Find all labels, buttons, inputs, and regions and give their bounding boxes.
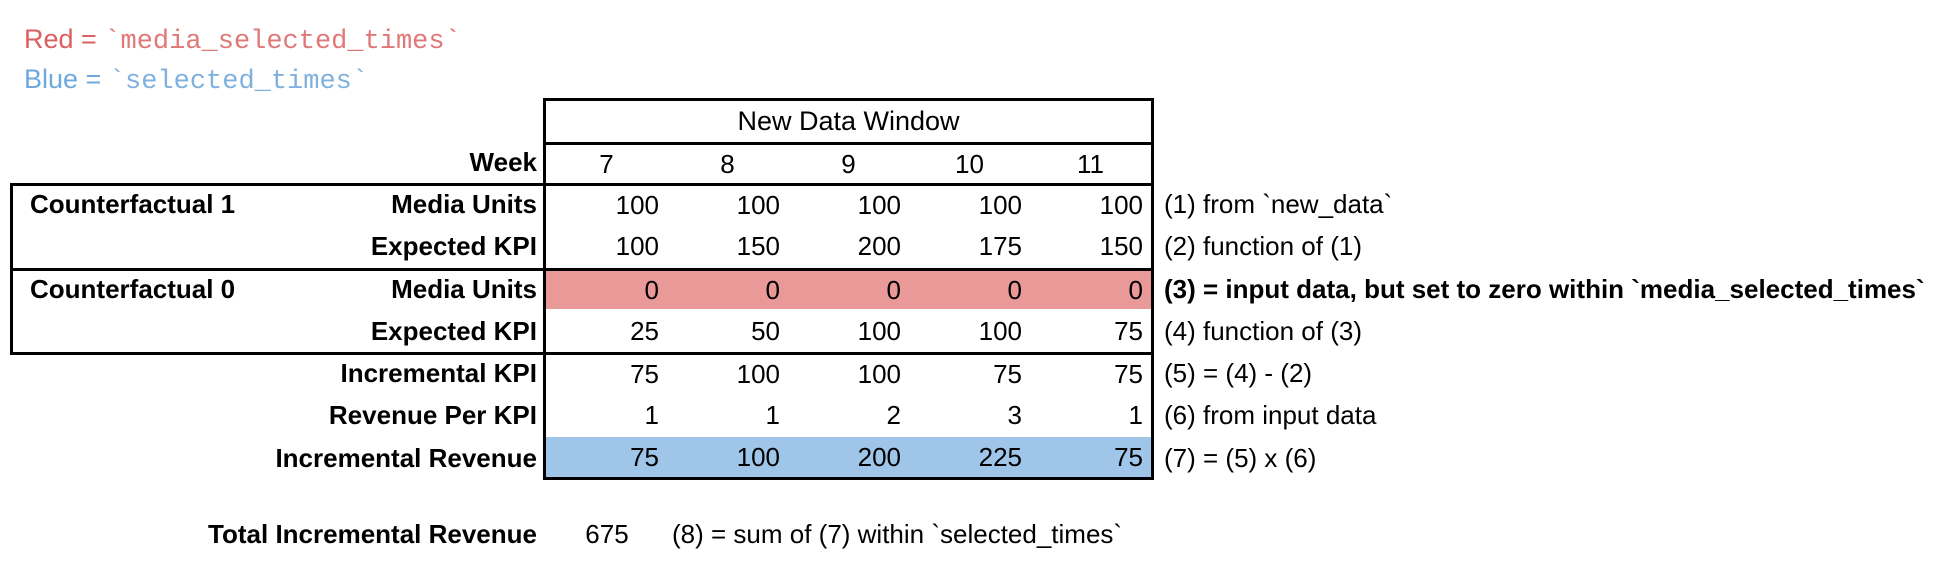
- row-label-incremental-kpi: Incremental KPI: [340, 358, 537, 388]
- cell: 100: [857, 359, 901, 389]
- legend-blue-label: Blue =: [24, 64, 102, 94]
- counterfactual-divider: [543, 268, 1154, 271]
- row-label-revenue-per-kpi: Revenue Per KPI: [328, 400, 537, 430]
- cell: 0: [765, 275, 780, 305]
- cell: 0: [1128, 275, 1143, 305]
- group-label-counterfactual-1: Counterfactual 1: [30, 189, 236, 219]
- cell: 100: [978, 316, 1022, 346]
- row-label-media-units-cf0: Media Units: [391, 274, 537, 304]
- cell: 3: [1007, 400, 1022, 430]
- cell: 200: [857, 231, 901, 261]
- annotation-5: (5) = (4) - (2): [1164, 358, 1313, 388]
- table-row-expected-kpi-cf0: 25 50 100 100 75: [546, 310, 1151, 352]
- cell: 75: [993, 359, 1022, 389]
- total-incremental-revenue-label: Total Incremental Revenue: [208, 519, 537, 549]
- week-header-cell: 10: [955, 149, 984, 179]
- cell: 225: [978, 442, 1022, 472]
- cell: 75: [1114, 316, 1143, 346]
- cell: 0: [644, 275, 659, 305]
- cell: 0: [1007, 275, 1022, 305]
- table-row-media-units-cf0: 0 0 0 0 0: [546, 271, 1151, 309]
- annotation-7: (7) = (5) x (6): [1164, 443, 1317, 473]
- cell: 150: [1099, 231, 1143, 261]
- cell: 100: [736, 442, 780, 472]
- legend-red-code: `media_selected_times`: [104, 27, 461, 57]
- annotation-3: (3) = input data, but set to zero within…: [1164, 274, 1925, 304]
- annotation-2: (2) function of (1): [1164, 231, 1362, 261]
- cell: 100: [1099, 190, 1143, 220]
- cell: 0: [886, 275, 901, 305]
- cell: 100: [857, 316, 901, 346]
- legend-red-label: Red =: [24, 24, 97, 54]
- table-row-incremental-kpi: 75 100 100 75 75: [546, 355, 1151, 394]
- cell: 75: [630, 442, 659, 472]
- new-data-window-header: New Data Window: [737, 106, 960, 136]
- annotation-6: (6) from input data: [1164, 400, 1377, 430]
- total-incremental-revenue-value: 675: [585, 519, 629, 549]
- annotation-1: (1) from `new_data`: [1164, 189, 1393, 219]
- week-row-divider: [543, 183, 1154, 186]
- legend-red-line: Red = `media_selected_times`: [24, 24, 461, 57]
- cell: 75: [1114, 359, 1143, 389]
- cell: 50: [751, 316, 780, 346]
- cell: 100: [736, 190, 780, 220]
- cell: 100: [615, 231, 659, 261]
- table-row-expected-kpi-cf1: 100 150 200 175 150: [546, 225, 1151, 268]
- week-header-cell: 11: [1077, 149, 1104, 179]
- cell: 1: [1128, 400, 1143, 430]
- cell: 200: [857, 442, 901, 472]
- week-header-row: 7 8 9 10 11: [546, 145, 1151, 183]
- table-row-media-units-cf1: 100 100 100 100 100: [546, 186, 1151, 225]
- legend-blue-code: `selected_times`: [108, 67, 369, 97]
- legend-blue-line: Blue = `selected_times`: [24, 64, 368, 97]
- selected-times-highlight: [546, 437, 1151, 477]
- cell: 2: [886, 400, 901, 430]
- cell: 25: [630, 316, 659, 346]
- table-row-revenue-per-kpi: 1 1 2 3 1: [546, 394, 1151, 437]
- cell: 100: [978, 190, 1022, 220]
- cell: 175: [978, 231, 1022, 261]
- cell: 1: [644, 400, 659, 430]
- cell: 75: [1114, 442, 1143, 472]
- cell: 150: [736, 231, 780, 261]
- table-row-incremental-revenue: 75 100 200 225 75: [546, 437, 1151, 477]
- group-label-counterfactual-0: Counterfactual 0: [30, 274, 236, 304]
- row-label-expected-kpi-cf0: Expected KPI: [370, 316, 537, 346]
- annotation-8: (8) = sum of (7) within `selected_times`: [672, 519, 1123, 549]
- week-header-cell: 7: [599, 149, 614, 179]
- cell: 75: [630, 359, 659, 389]
- week-header-cell: 9: [841, 149, 856, 179]
- row-label-incremental-revenue: Incremental Revenue: [275, 443, 537, 473]
- cell: 100: [615, 190, 659, 220]
- annotation-4: (4) function of (3): [1164, 316, 1362, 346]
- week-label: Week: [469, 147, 537, 177]
- counterfactual0-bottom-divider: [543, 352, 1154, 355]
- cell: 100: [736, 359, 780, 389]
- week-header-cell: 8: [720, 149, 735, 179]
- cell: 1: [765, 400, 780, 430]
- counterfactual-0-box: [10, 268, 546, 355]
- media-selected-times-highlight: [546, 271, 1151, 309]
- window-header-divider: [543, 142, 1154, 145]
- row-label-expected-kpi-cf1: Expected KPI: [370, 231, 537, 261]
- cell: 100: [857, 190, 901, 220]
- row-label-media-units-cf1: Media Units: [391, 189, 537, 219]
